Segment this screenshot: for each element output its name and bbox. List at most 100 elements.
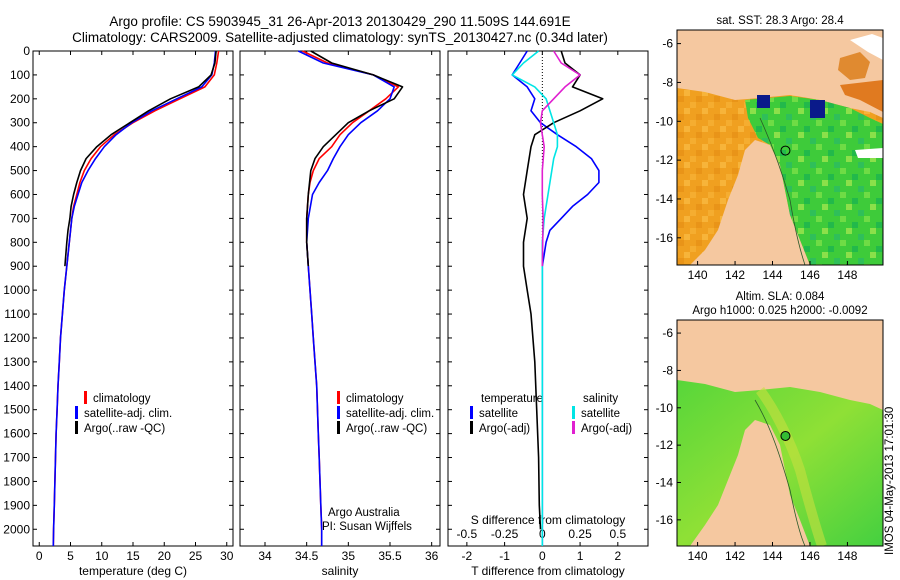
- x-tick-label: 34: [258, 549, 272, 563]
- sst-missing: [850, 34, 883, 60]
- s-difference-label: S difference from climatology: [471, 513, 626, 527]
- chart-marks: 0 5 10 15 20 25 300100200300400500600700800900…: [3, 37, 857, 563]
- map-y-tick-label: -12: [656, 438, 674, 452]
- legend-s-satellite: satellite: [581, 408, 620, 420]
- legend-temperature-heading: temperature: [481, 393, 543, 405]
- legend-s-argo-swatch: [572, 421, 575, 434]
- map-x-tick-label: 142: [725, 549, 745, 563]
- sla-ocean: [677, 380, 883, 546]
- sst-argo-position-marker: [780, 145, 791, 156]
- y-tick-label: 1400: [3, 379, 30, 393]
- y-tick-label: 1900: [3, 498, 30, 512]
- x-tick-label: 0: [36, 549, 43, 563]
- legend-s-satellite-swatch: [572, 406, 575, 419]
- legend-t-argo-swatch: [470, 421, 473, 434]
- legend-argo-swatch: [337, 421, 340, 434]
- y-tick-label: 0: [23, 44, 30, 58]
- sst-contour: [759, 117, 806, 265]
- legend-satellite: satellite-adj. clim.: [84, 408, 172, 420]
- s-difference-tick-label: -0.25: [491, 527, 519, 541]
- y-tick-label: 1200: [3, 331, 30, 345]
- legend-argo: Argo(..raw -QC): [84, 423, 165, 435]
- y-tick-label: 2000: [3, 522, 30, 536]
- x-tick-label: 36: [425, 549, 439, 563]
- sst-missing: [855, 148, 883, 158]
- difference-panel-frame: [447, 50, 649, 547]
- sst-cold-patch: [810, 100, 825, 118]
- y-tick-label: 1000: [3, 283, 30, 297]
- y-tick-label: 900: [10, 259, 30, 273]
- y-tick-label: 1800: [3, 474, 30, 488]
- y-tick-label: 1500: [3, 403, 30, 417]
- x-tick-label: 25: [189, 549, 203, 563]
- y-tick-label: 500: [10, 164, 30, 178]
- map-x-tick-label: 140: [688, 549, 708, 563]
- map-x-tick-label: 142: [725, 268, 745, 282]
- legend-t-argo: Argo(-adj): [479, 423, 530, 435]
- x-tick-label: 5: [67, 549, 74, 563]
- sla-shelf: [755, 387, 827, 546]
- sst-map: [677, 30, 883, 265]
- x-tick-label: -1: [499, 549, 510, 563]
- annotation-pi: PI: Susan Wijffels: [322, 521, 412, 533]
- map-x-tick-label: 144: [762, 268, 782, 282]
- map-y-tick-label: -6: [662, 326, 673, 340]
- y-tick-label: 800: [10, 235, 30, 249]
- sst-map-title: sat. SST: 28.3 Argo: 28.4: [716, 15, 844, 27]
- map-y-tick-label: -8: [662, 363, 673, 377]
- map-y-tick-label: -8: [662, 75, 673, 89]
- sst-land-warm: [840, 80, 883, 112]
- legend-argo-swatch: [75, 421, 78, 434]
- legend-argo: Argo(..raw -QC): [346, 423, 427, 435]
- creation-stamp: IMOS 04-May-2013 17:01:30: [884, 406, 896, 555]
- y-tick-label: 400: [10, 140, 30, 154]
- s-difference-tick-label: 0.25: [568, 527, 592, 541]
- x-tick-label: 35.5: [378, 549, 402, 563]
- difference-legend-salinity: salinity satellite Argo(-adj): [572, 393, 632, 435]
- series-line: [522, 50, 604, 530]
- salinity-legend: climatology satellite-adj. clim. Argo(..…: [337, 391, 434, 435]
- y-tick-label: 600: [10, 187, 30, 201]
- map-x-tick-label: 148: [837, 549, 857, 563]
- annotation-institution: Argo Australia: [328, 507, 400, 519]
- map-y-tick-label: -16: [656, 231, 674, 245]
- y-tick-label: 100: [10, 68, 30, 82]
- sla-map-title-1: Altim. SLA: 0.084: [736, 291, 825, 303]
- sla-map: [677, 320, 883, 546]
- legend-satellite-swatch: [75, 406, 78, 419]
- x-tick-label: 30: [220, 549, 234, 563]
- x-tick-label: 0: [539, 549, 546, 563]
- x-tick-label: 20: [158, 549, 172, 563]
- map-x-tick-label: 148: [837, 268, 857, 282]
- legend-salinity-heading: salinity: [583, 393, 618, 405]
- legend-t-satellite: satellite: [479, 408, 518, 420]
- x-tick-label: 10: [95, 549, 109, 563]
- sla-map-title-2: Argo h1000: 0.025 h2000: -0.0092: [692, 305, 867, 317]
- y-tick-label: 200: [10, 92, 30, 106]
- s-difference-tick-label: 0.5: [609, 527, 626, 541]
- x-tick-label: 35: [342, 549, 356, 563]
- map-x-tick-label: 146: [800, 549, 820, 563]
- sst-cold-patch: [757, 95, 770, 108]
- legend-climatology-swatch: [84, 391, 87, 404]
- map-x-tick-label: 140: [688, 268, 708, 282]
- series-line: [511, 50, 600, 546]
- series-line: [305, 50, 404, 267]
- legend-t-satellite-swatch: [470, 406, 473, 419]
- map-y-tick-label: -12: [656, 153, 674, 167]
- series-line: [64, 50, 217, 267]
- sst-map-frame: [676, 29, 884, 266]
- map-x-tick-label: 146: [800, 268, 820, 282]
- y-tick-label: 700: [10, 211, 30, 225]
- legend-climatology: climatology: [346, 393, 404, 405]
- map-x-tick-label: 144: [762, 549, 782, 563]
- salinity-panel-frame: [239, 50, 441, 547]
- legend-satellite: satellite-adj. clim.: [346, 408, 434, 420]
- salinity-xlabel: salinity: [322, 564, 359, 578]
- sst-ocean-cool: [745, 96, 883, 265]
- sst-land-warm: [838, 52, 870, 80]
- x-tick-label: 2: [614, 549, 621, 563]
- series-line: [52, 50, 220, 547]
- header-line1: Argo profile: CS 5903945_31 26-Apr-2013 …: [109, 14, 570, 29]
